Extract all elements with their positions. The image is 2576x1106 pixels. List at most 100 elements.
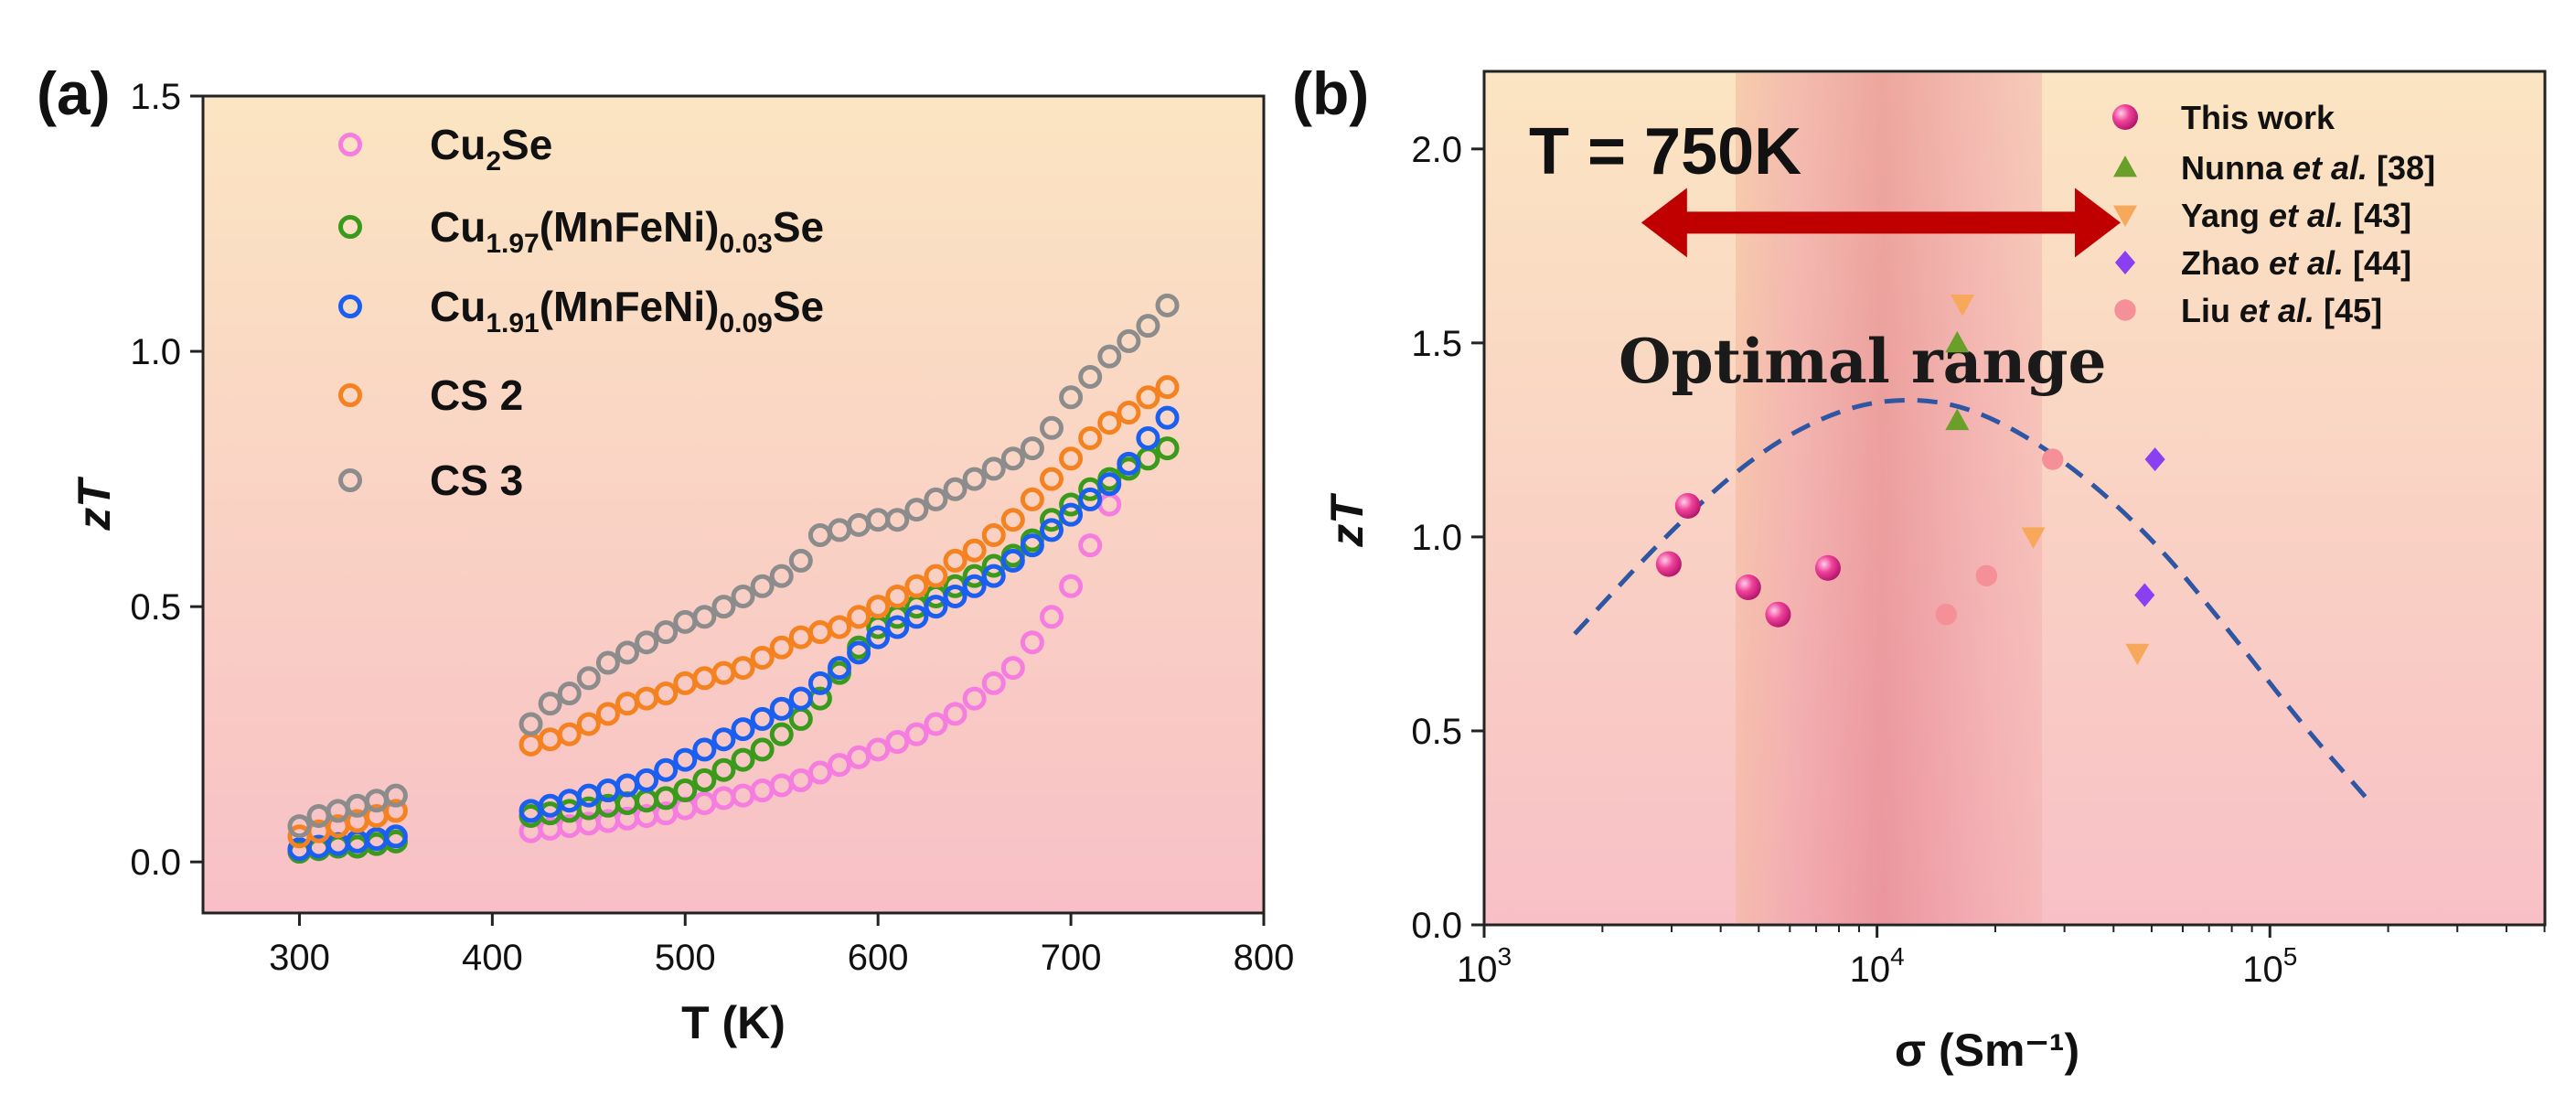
panel-b: (b) zT σ (Sm⁻¹) 103 104 105 0.0 0.5 1.0 1.5 2.0… (1292, 59, 2547, 1076)
data-point (1059, 502, 1084, 527)
data-point (904, 574, 929, 598)
legend-marker (338, 133, 362, 156)
data-point (1155, 436, 1180, 461)
data-point (962, 686, 987, 711)
y-axis-label-a: zT (69, 476, 120, 532)
legend-label: Zhao et al. [44] (2181, 244, 2411, 282)
data-point (885, 508, 910, 532)
data-point (576, 712, 601, 736)
data-point (750, 706, 775, 731)
data-point (654, 620, 679, 645)
x-tick-label: 105 (2242, 942, 2297, 990)
data-point (904, 722, 929, 746)
data-point (1000, 446, 1025, 471)
data-point (595, 702, 620, 726)
data-point (1059, 446, 1084, 471)
data-point (847, 745, 871, 769)
x-tick-label: 500 (655, 938, 716, 978)
data-point (1951, 295, 1975, 317)
data-point (924, 595, 948, 619)
data-point (885, 615, 910, 639)
panel-label-a: (a) (37, 59, 111, 127)
data-point (1117, 451, 1141, 476)
data-point (981, 522, 1006, 547)
data-point (287, 814, 312, 839)
data-point (731, 747, 755, 772)
data-point (1155, 293, 1180, 317)
legend-label: CS 2 (430, 371, 523, 419)
data-point (2021, 527, 2046, 549)
data-point (769, 635, 794, 660)
data-point (924, 564, 948, 588)
series-4 (287, 293, 1180, 839)
data-point (2125, 643, 2150, 666)
data-point (750, 574, 775, 598)
data-point (769, 722, 794, 746)
x-tick-label: 800 (1234, 938, 1295, 978)
data-point (1040, 518, 1064, 542)
legend-b: This work Nunna et al. [38] Yang et al. [4… (2112, 99, 2435, 329)
y-tick-label: 1.5 (1411, 324, 1462, 364)
data-point (615, 640, 639, 665)
data-point (1000, 508, 1025, 532)
legend-label: Cu1.97(MnFeNi)0.03Se (430, 203, 824, 259)
legend-marker (2112, 104, 2138, 130)
data-point (654, 786, 679, 811)
data-point (1945, 408, 1970, 431)
data-point (1078, 425, 1103, 450)
data-point (1078, 487, 1103, 511)
data-point (847, 640, 871, 665)
data-point (828, 753, 851, 778)
arrow-shaft (1677, 211, 2084, 234)
data-point (828, 656, 851, 681)
legend-label: Cu1.91(MnFeNi)0.09Se (430, 283, 824, 338)
series-3 (287, 375, 1180, 849)
data-point (1059, 385, 1084, 410)
data-point (692, 737, 717, 762)
x-tick-label: 300 (269, 938, 330, 978)
data-point (1117, 401, 1141, 425)
data-point (1059, 574, 1084, 598)
data-point (1155, 375, 1180, 400)
x-axis-label-a: T (K) (681, 997, 786, 1048)
x-tick-label: 104 (1850, 942, 1905, 990)
legend-marker (2114, 299, 2136, 321)
x-tick-label: 103 (1457, 942, 1512, 990)
y-tick-label: 1.0 (1411, 518, 1462, 558)
data-point (731, 717, 755, 742)
data-point (1000, 548, 1025, 573)
panel-label-b: (b) (1292, 59, 1369, 127)
data-point (1945, 330, 1970, 353)
data-point (788, 548, 813, 573)
data-point (692, 605, 717, 629)
y-tick-label: 0.5 (1411, 712, 1462, 752)
data-point (383, 783, 408, 808)
series-b (1655, 295, 2165, 666)
legend-label: CS 3 (430, 456, 523, 504)
temperature-annotation: T = 750K (1529, 115, 1801, 188)
y-tick-label: 0.0 (1411, 906, 1462, 946)
data-point (1975, 564, 1998, 587)
data-point (711, 727, 736, 752)
data-point (1020, 630, 1044, 655)
data-point (1136, 425, 1160, 450)
x-axis-label-b: σ (Sm⁻¹) (1895, 1025, 2079, 1076)
legend-marker (338, 383, 362, 407)
series-b-0 (1655, 492, 1841, 628)
data-point (1117, 328, 1141, 353)
data-point (904, 498, 929, 522)
data-point (962, 574, 987, 598)
series-b-4 (1935, 448, 2064, 626)
data-point (731, 656, 755, 681)
data-point (1097, 344, 1122, 369)
legend-marker (338, 215, 362, 239)
data-point (692, 768, 717, 792)
data-point (943, 548, 967, 573)
data-point (711, 595, 736, 619)
data-point (981, 671, 1006, 695)
legend-a: Cu2Se Cu1.97(MnFeNi)0.03Se Cu1.91(MnFeNi)0… (338, 121, 824, 504)
y-tick-label: 1.0 (130, 332, 181, 372)
data-point (635, 768, 659, 792)
data-point (1655, 551, 1682, 577)
data-point (731, 584, 755, 608)
